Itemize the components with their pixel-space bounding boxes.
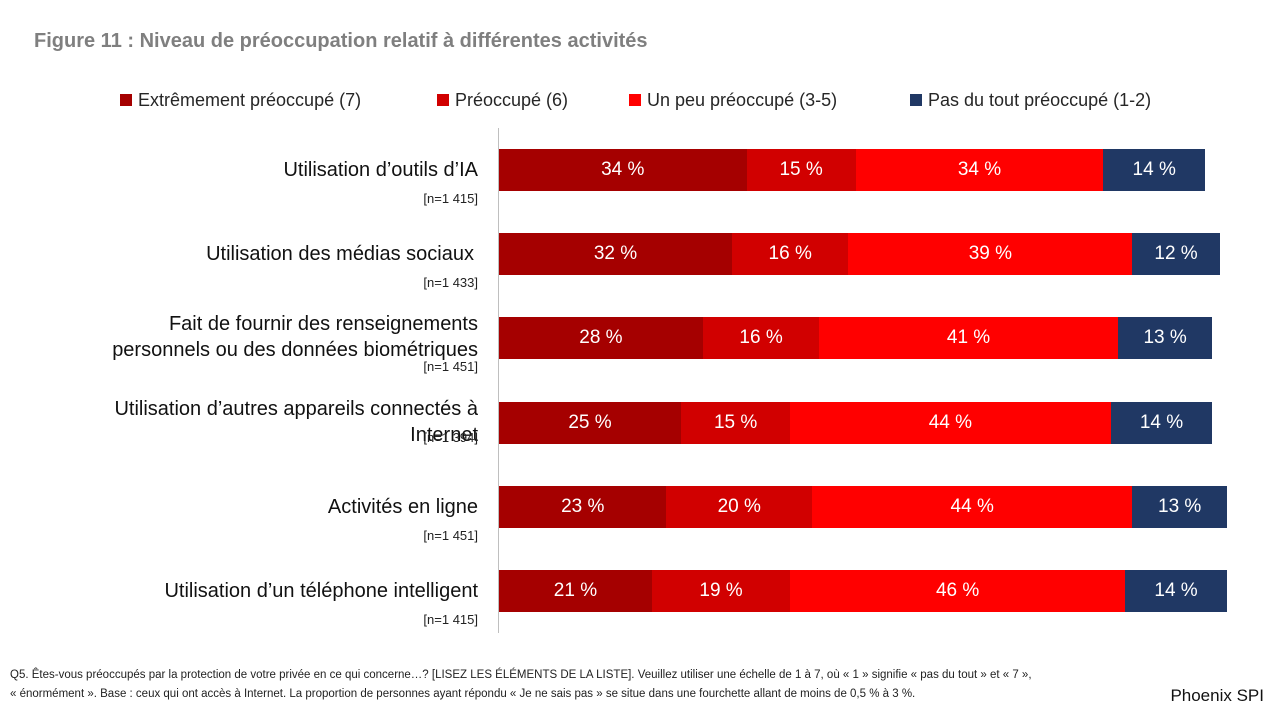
data-label: 44 % [928,412,972,433]
bar-segment: 14 % [1110,402,1213,444]
sample-size-label: [n=1 451] [423,528,478,543]
data-label: 34 % [601,159,645,180]
data-label: 34 % [957,159,1002,180]
chart-title: Figure 11 : Niveau de préoccupation rela… [34,30,648,52]
bar-segment: 44 % [812,486,1133,528]
data-label: 15 % [779,159,823,180]
sample-size-label: [n=1 433] [423,275,478,290]
category-label-line: personnels ou des données biométriques [112,339,478,361]
bar-segment: 25 % [499,402,681,444]
legend-item-3: Un peu préoccupé (3-5) [629,88,837,112]
bar-segment: 14 % [1125,570,1227,612]
legend-label: Pas du tout préoccupé (1-2) [928,89,1152,110]
bar-segment: 19 % [651,570,791,612]
data-label: 14 % [1154,580,1198,601]
category-label-line: Utilisation d’autres appareils connectés… [114,398,478,420]
bar-segment: 39 % [848,233,1133,275]
legend-swatch [120,94,132,106]
data-label: 39 % [968,243,1013,264]
category-label: Utilisation d’un téléphone intelligent [164,578,478,604]
data-label: 32 % [593,243,638,264]
bar-segment: 28 % [499,317,703,359]
data-label: 28 % [579,327,623,348]
data-label: 44 % [950,496,994,517]
legend-item-2: Préoccupé (6) [437,88,568,112]
bar-segment: 23 % [499,486,667,528]
bar-segment: 15 % [746,149,856,191]
legend-label: Extrêmement préoccupé (7) [138,89,362,110]
legend-label: Un peu préoccupé (3-5) [647,89,838,110]
data-label: 46 % [935,580,980,601]
sample-size-label: [n=1 451] [423,359,478,374]
data-label: 19 % [699,580,743,601]
legend-item-1: Extrêmement préoccupé (7) [120,88,361,112]
category-label-line: Utilisation des médias sociaux [206,243,474,265]
bar-segment: 16 % [702,317,820,359]
bar-segment: 13 % [1117,317,1213,359]
legend-swatch [629,94,641,106]
legend-item-4: Pas du tout préoccupé (1-2) [910,88,1151,112]
bar-segment: 32 % [499,233,732,275]
footnote-line-2: « énormément ». Base : ceux qui ont accè… [10,688,916,700]
data-label: 25 % [568,412,612,433]
category-axis-line [498,128,499,633]
data-label: 16 % [739,327,783,348]
bar-segment: 46 % [790,570,1126,612]
footnote-line-1: Q5. Êtes-vous préoccupés par la protecti… [10,669,1032,681]
category-label-line: Internet [410,424,478,446]
bar-segment: 13 % [1132,486,1227,528]
category-label: Utilisation d’autres appareils connectés… [114,396,478,448]
bar-segment: 21 % [499,570,652,612]
data-label: 14 % [1139,412,1184,433]
legend-swatch [437,94,449,106]
bar-segment: 12 % [1132,233,1220,275]
sample-size-label: [n=1 415] [423,191,478,206]
data-label: 12 % [1154,243,1198,264]
bar-segment: 14 % [1103,149,1206,191]
data-label: 23 % [561,496,605,517]
data-label: 14 % [1132,159,1176,180]
category-label: Utilisation d’outils d’IA [283,157,478,183]
brand-logo-text: Phoenix SPI [1170,686,1264,705]
data-label: 13 % [1143,327,1187,348]
category-label: Utilisation des médias sociaux [206,241,474,267]
category-label-line: Utilisation d’outils d’IA [283,159,478,181]
legend-swatch [910,94,922,106]
data-label: 41 % [946,327,991,348]
sample-size-label: [n=1 394] [423,430,478,445]
bar-segment: 44 % [790,402,1111,444]
data-label: 16 % [768,243,812,264]
bar-segment: 34 % [855,149,1104,191]
bar-segment: 15 % [681,402,791,444]
bar-segment: 41 % [819,317,1118,359]
data-label: 15 % [713,412,758,433]
category-label-line: Utilisation d’un téléphone intelligent [164,580,478,602]
category-label: Activités en ligne [328,494,478,520]
bar-segment: 34 % [499,149,747,191]
sample-size-label: [n=1 415] [423,612,478,627]
data-label: 13 % [1158,496,1202,517]
bar-segment: 16 % [731,233,849,275]
category-label: Fait de fournir des renseignements person… [112,311,478,363]
legend-label: Préoccupé (6) [455,89,569,110]
category-label-line: Fait de fournir des renseignements [168,313,478,335]
category-label-line: Activités en ligne [327,496,478,518]
data-label: 20 % [717,496,761,517]
footnote: Q5. Êtes-vous préoccupés par la protecti… [10,666,1180,704]
data-label: 21 % [553,580,598,601]
bar-segment: 20 % [666,486,813,528]
chart-legend: Extrêmement préoccupé (7) Préoccupé (6) Un… [0,88,1280,112]
